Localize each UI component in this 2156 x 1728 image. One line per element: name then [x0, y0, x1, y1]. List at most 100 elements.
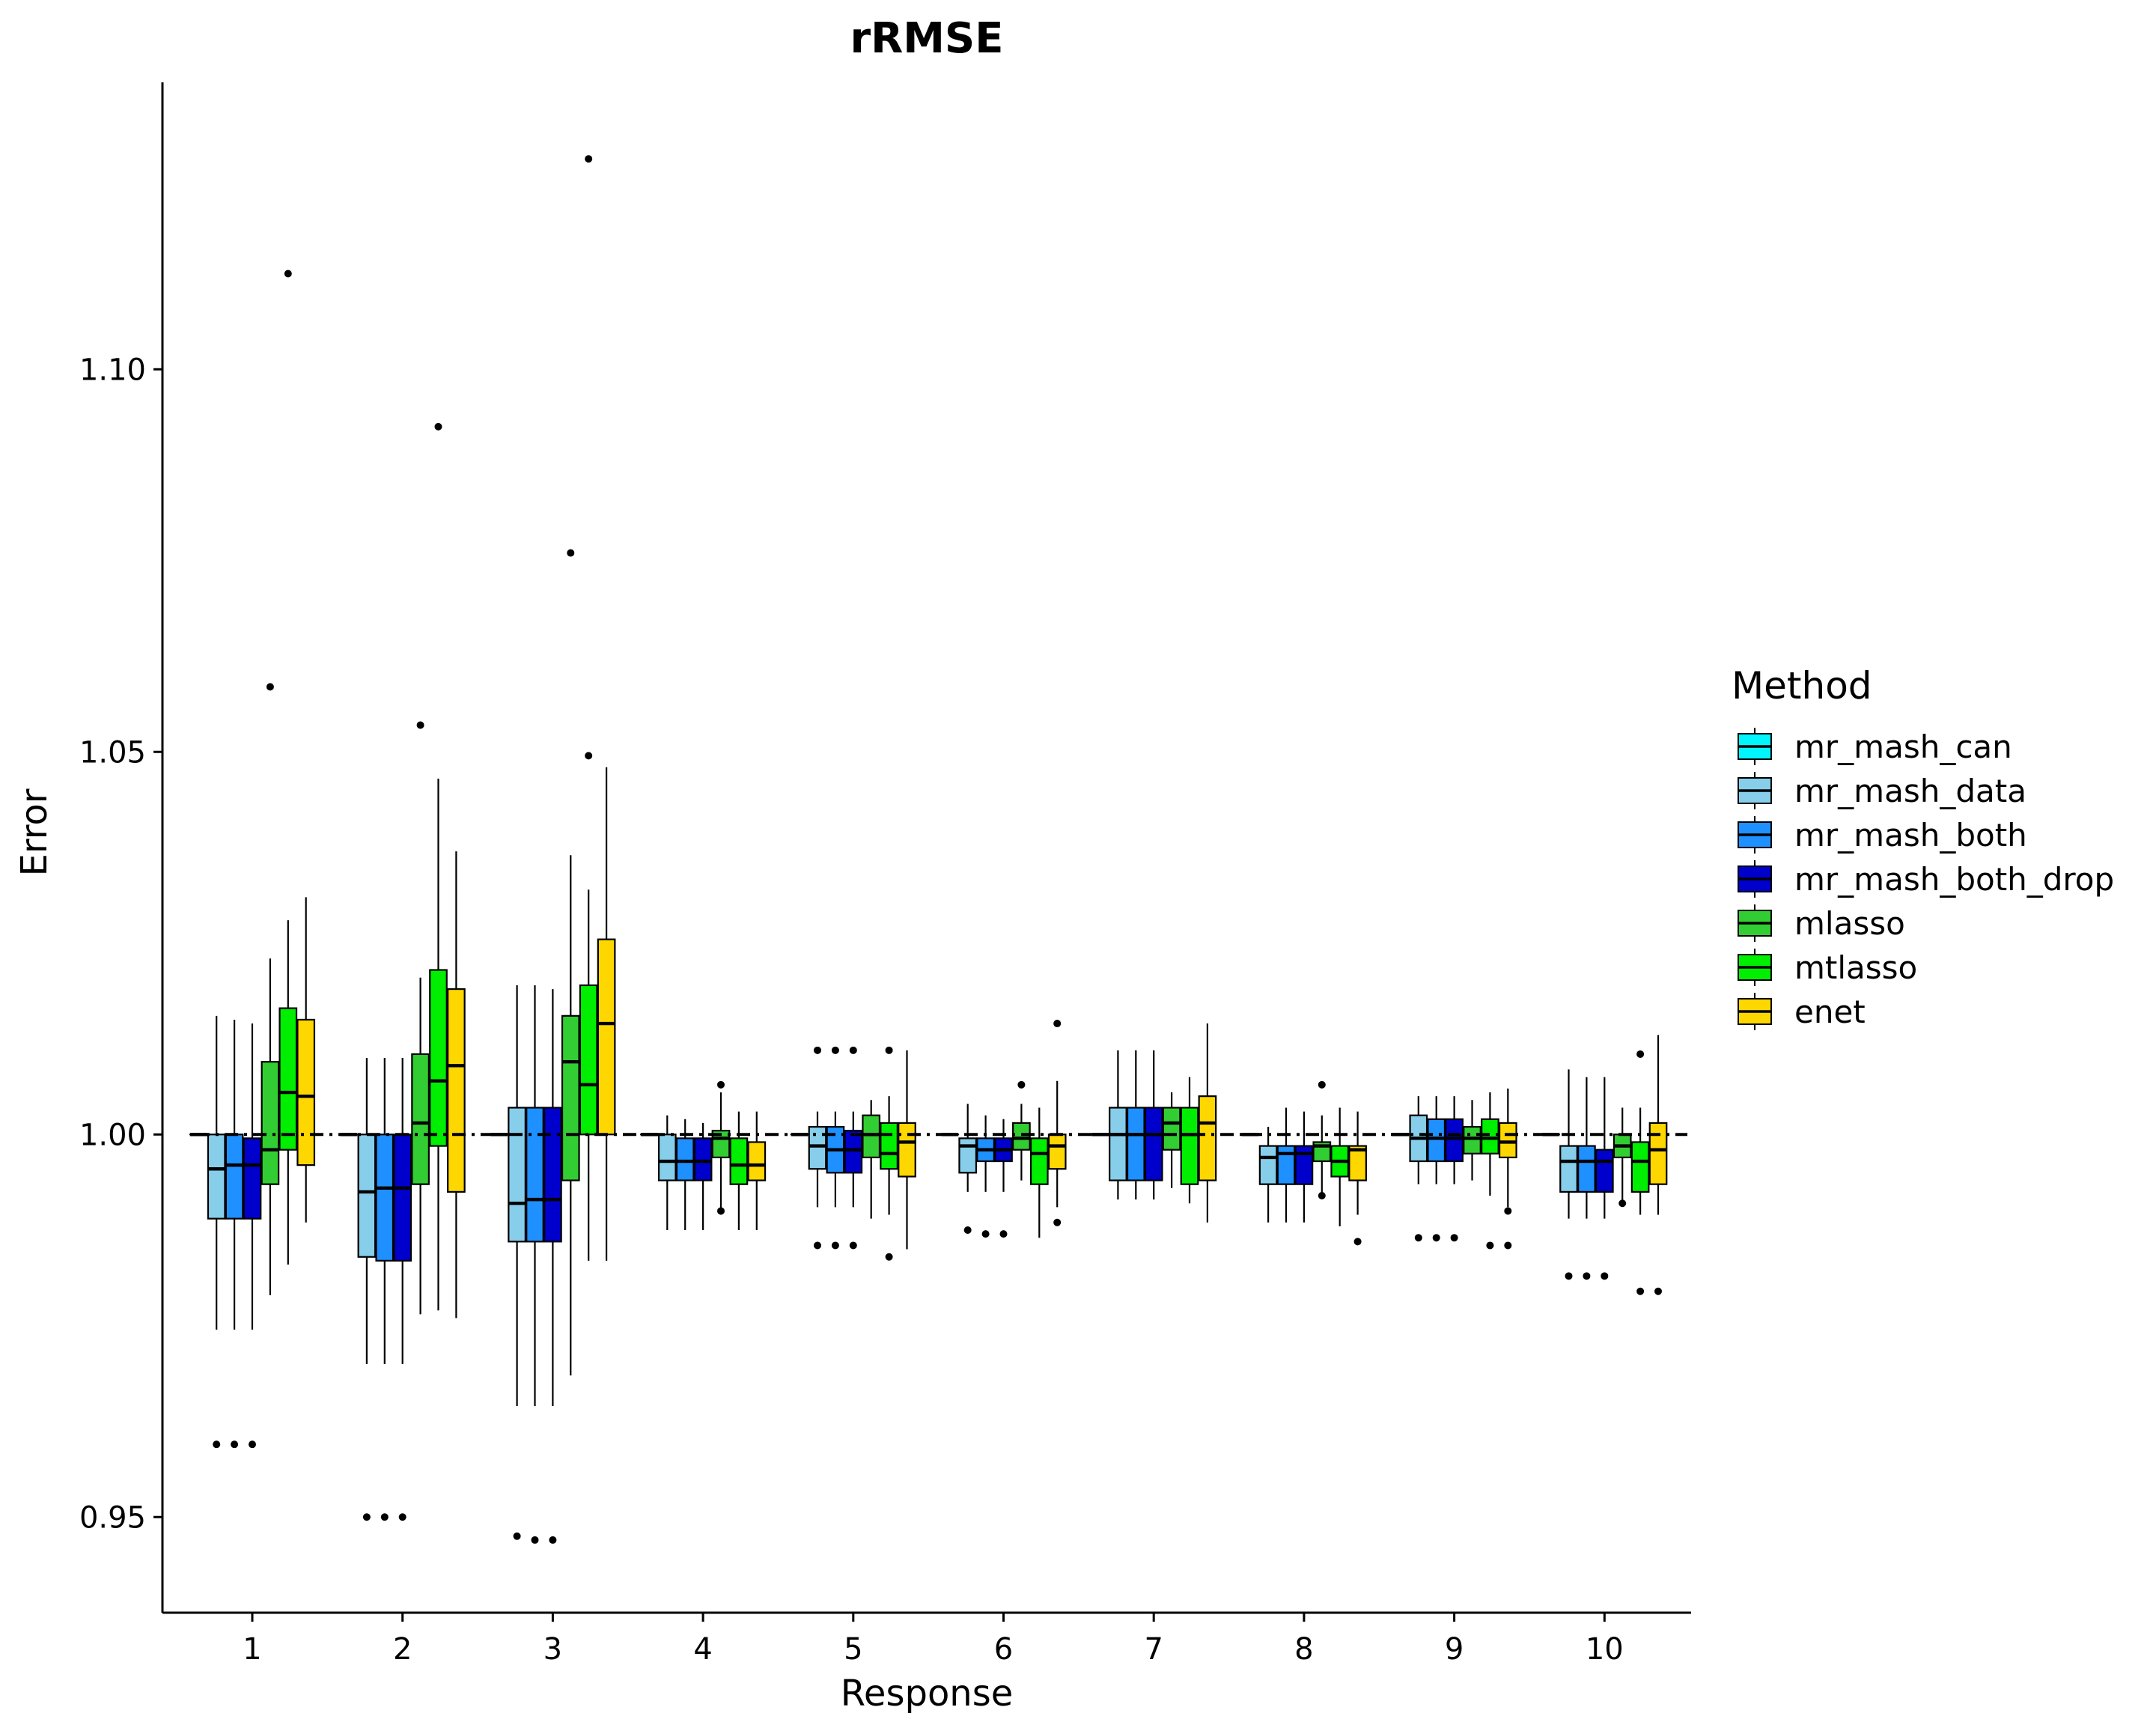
outlier-point — [1583, 1272, 1590, 1280]
box — [226, 1134, 243, 1218]
outlier-point — [814, 1047, 821, 1054]
outlier-point — [832, 1241, 839, 1249]
box — [1482, 1119, 1499, 1154]
outlier-point — [1636, 1288, 1644, 1295]
box — [1049, 1134, 1066, 1169]
box — [244, 1138, 261, 1218]
outlier-point — [717, 1207, 725, 1214]
outlier-point — [585, 752, 592, 759]
outlier-point — [363, 1513, 371, 1521]
outlier-point — [1053, 1219, 1061, 1226]
box — [526, 1107, 543, 1241]
box — [544, 1107, 561, 1241]
legend-item-mr_mash_both: mr_mash_both — [1738, 816, 2027, 854]
box — [394, 1134, 411, 1261]
legend-label: mr_mash_data — [1794, 773, 2026, 809]
box — [359, 1134, 376, 1257]
legend-item-mlasso: mlasso — [1738, 904, 1905, 942]
box — [731, 1138, 748, 1184]
outlier-point — [1486, 1241, 1493, 1249]
box — [412, 1054, 429, 1184]
x-tick-label: 7 — [1144, 1632, 1163, 1667]
outlier-point — [399, 1513, 406, 1521]
x-tick-label: 8 — [1294, 1632, 1313, 1667]
outlier-point — [514, 1533, 521, 1540]
x-tick-label: 3 — [543, 1632, 562, 1667]
legend-label: mtlasso — [1794, 949, 1917, 986]
legend-item-mr_mash_can: mr_mash_can — [1738, 728, 2012, 765]
outlier-point — [549, 1536, 556, 1544]
outlier-point — [213, 1440, 220, 1448]
outlier-point — [1565, 1272, 1573, 1280]
outlier-point — [886, 1047, 893, 1054]
box — [1127, 1107, 1145, 1180]
outlier-point — [1000, 1230, 1008, 1238]
box — [1260, 1146, 1277, 1184]
outlier-point — [850, 1047, 857, 1054]
outlier-point — [1451, 1234, 1458, 1241]
x-tick-label: 2 — [393, 1632, 412, 1667]
box — [1499, 1123, 1517, 1157]
outlier-point — [1654, 1288, 1662, 1295]
outlier-point — [1415, 1234, 1422, 1241]
legend-label: mr_mash_both — [1794, 817, 2027, 854]
box — [845, 1131, 862, 1172]
outlier-point — [832, 1047, 839, 1054]
legend-title: Method — [1732, 664, 1872, 708]
outlier-point — [585, 155, 592, 162]
legend-label: enet — [1794, 994, 1866, 1030]
box — [1464, 1127, 1481, 1154]
outlier-point — [1017, 1081, 1025, 1089]
box — [1145, 1107, 1163, 1180]
box — [448, 989, 465, 1192]
outlier-point — [435, 423, 442, 431]
box — [1650, 1123, 1667, 1184]
outlier-point — [1618, 1199, 1626, 1207]
y-tick-label: 1.05 — [79, 735, 146, 770]
box — [1181, 1107, 1199, 1184]
chart-title: rRMSE — [850, 14, 1003, 63]
outlier-point — [717, 1081, 725, 1089]
legend-label: mr_mash_both_drop — [1794, 861, 2114, 898]
outlier-point — [1318, 1192, 1326, 1199]
box — [208, 1134, 225, 1218]
box — [898, 1123, 916, 1177]
box — [430, 970, 447, 1146]
outlier-point — [249, 1440, 256, 1448]
y-axis-title: Error — [13, 788, 55, 876]
series-enet — [297, 767, 1666, 1318]
outlier-point — [532, 1536, 539, 1544]
legend-label: mlasso — [1794, 905, 1905, 942]
x-tick-label: 9 — [1445, 1632, 1464, 1667]
box — [377, 1134, 394, 1261]
y-tick-label: 0.95 — [79, 1500, 146, 1535]
outlier-point — [886, 1253, 893, 1261]
box — [1428, 1119, 1445, 1161]
outlier-point — [284, 270, 292, 278]
box — [1632, 1142, 1649, 1191]
outlier-point — [1636, 1050, 1644, 1058]
box — [1109, 1107, 1127, 1180]
outlier-point — [1354, 1238, 1362, 1245]
box — [580, 985, 597, 1134]
outlier-point — [1601, 1272, 1608, 1280]
box — [1199, 1096, 1216, 1180]
box — [862, 1116, 880, 1157]
outlier-point — [381, 1513, 389, 1521]
box — [695, 1138, 712, 1180]
box — [1013, 1123, 1030, 1150]
box — [1296, 1146, 1313, 1184]
plot-area — [190, 155, 1687, 1544]
box — [280, 1008, 297, 1150]
legend-item-mr_mash_data: mr_mash_data — [1738, 772, 2026, 809]
box — [959, 1138, 976, 1172]
box — [1446, 1119, 1463, 1161]
legend-item-mr_mash_both_drop: mr_mash_both_drop — [1738, 860, 2114, 898]
x-tick-label: 5 — [844, 1632, 862, 1667]
outlier-point — [567, 550, 574, 557]
box — [1163, 1107, 1181, 1149]
outlier-point — [231, 1440, 238, 1448]
box — [659, 1134, 676, 1180]
box — [1278, 1146, 1295, 1184]
box — [749, 1142, 766, 1180]
